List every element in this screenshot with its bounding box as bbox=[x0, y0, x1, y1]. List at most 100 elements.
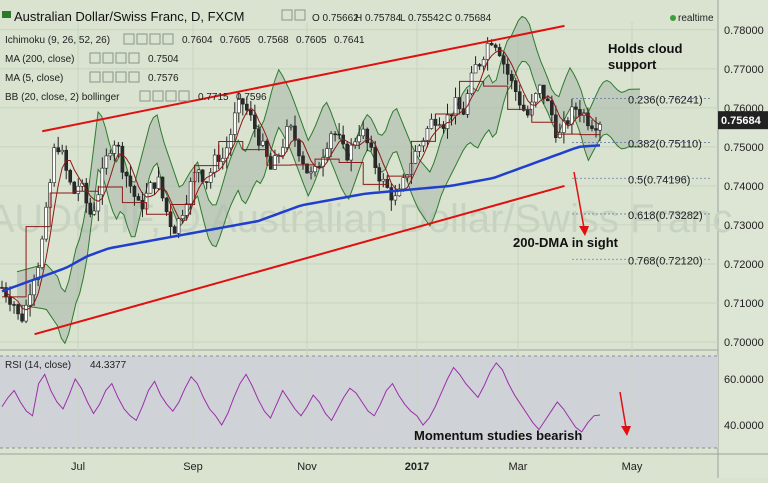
candle-body bbox=[92, 210, 97, 215]
axes: 0.780000.770000.760000.750000.740000.730… bbox=[71, 25, 768, 473]
candle-body bbox=[365, 128, 370, 144]
candle-body bbox=[305, 163, 309, 174]
candle-body bbox=[357, 135, 361, 143]
indicator-control-icon[interactable] bbox=[165, 90, 177, 102]
arrow-head-main bbox=[579, 226, 589, 236]
indicator-value: 0.7715 bbox=[198, 92, 229, 103]
candle-body bbox=[188, 181, 193, 205]
indicator-control-icon[interactable] bbox=[115, 52, 127, 64]
annotation-cloud-line1: Holds cloud bbox=[608, 41, 682, 56]
indicator-name: MA (200, close) bbox=[5, 54, 74, 65]
candle-body bbox=[116, 144, 121, 147]
candle-body bbox=[542, 84, 546, 100]
channel-lower-line[interactable] bbox=[34, 184, 565, 336]
candle-body bbox=[566, 120, 570, 125]
indicator-control-icon[interactable] bbox=[115, 71, 127, 83]
indicator-control-icon[interactable] bbox=[102, 52, 114, 64]
candle-body bbox=[140, 200, 145, 210]
candle-body bbox=[469, 72, 474, 94]
indicator-control-icon[interactable] bbox=[149, 33, 161, 45]
fib-label: 0.768(0.72120) bbox=[628, 255, 703, 267]
indicator-name: BB (20, close, 2) bollinger bbox=[5, 92, 120, 103]
candle-body bbox=[12, 304, 16, 306]
candle-body bbox=[509, 74, 514, 81]
price-tick-label: 0.75000 bbox=[724, 142, 764, 154]
candle-body bbox=[473, 64, 478, 74]
candle-body bbox=[208, 172, 213, 183]
candle-body bbox=[261, 140, 265, 146]
candle-body bbox=[124, 171, 129, 177]
candle-body bbox=[212, 154, 217, 173]
candle-body bbox=[445, 114, 450, 129]
time-tick-label: 2017 bbox=[405, 461, 429, 473]
indicator-control-icon[interactable] bbox=[136, 33, 148, 45]
arrow-head-rsi bbox=[621, 426, 631, 436]
candle-body bbox=[437, 124, 442, 126]
indicator-control-icon[interactable] bbox=[162, 33, 174, 45]
candle-body bbox=[253, 114, 257, 130]
indicator-control-icon[interactable] bbox=[128, 71, 140, 83]
current-price-tag bbox=[718, 111, 768, 130]
price-tick-label: 0.74000 bbox=[724, 181, 764, 193]
candle-body bbox=[317, 166, 321, 168]
indicator-control-icon[interactable] bbox=[102, 71, 114, 83]
candle-body bbox=[20, 313, 24, 322]
down-arrow-main bbox=[573, 171, 585, 229]
indicator-legend: Ichimoku (9, 26, 52, 26) 0.7604 0.7605 0.75… bbox=[5, 33, 365, 103]
indicator-control-icon[interactable] bbox=[128, 52, 140, 64]
ohlc-low: L 0.75542 bbox=[400, 13, 445, 24]
candle-body bbox=[586, 112, 590, 127]
indicator-value: 0.7596 bbox=[236, 92, 267, 103]
candle-body bbox=[172, 226, 177, 234]
candle-body bbox=[36, 267, 40, 281]
candle-body bbox=[574, 106, 578, 110]
indicator-control-icon[interactable] bbox=[178, 90, 190, 102]
candle-body bbox=[485, 42, 490, 60]
price-channel[interactable] bbox=[34, 24, 565, 336]
indicator-control-icon[interactable] bbox=[89, 71, 101, 83]
grid-lines bbox=[0, 22, 718, 448]
rsi-tick-label: 60.0000 bbox=[724, 374, 764, 386]
candle-body bbox=[533, 93, 538, 103]
candle-body bbox=[517, 91, 522, 106]
rsi-label: RSI (14, close) bbox=[5, 360, 71, 371]
candle-body bbox=[513, 80, 518, 92]
symbol-icon[interactable] bbox=[2, 11, 11, 18]
candle-body bbox=[232, 112, 237, 135]
candle-body bbox=[32, 279, 36, 296]
candle-body bbox=[525, 110, 530, 116]
rsi-line bbox=[1, 362, 601, 433]
candle-body bbox=[590, 125, 594, 129]
indicator-name: Ichimoku (9, 26, 52, 26) bbox=[5, 35, 110, 46]
candle-body bbox=[164, 197, 169, 213]
annotation-dma: 200-DMA in sight bbox=[513, 235, 619, 250]
price-tick-label: 0.70000 bbox=[724, 337, 764, 349]
indicator-control-icon[interactable] bbox=[139, 90, 151, 102]
candle-body bbox=[68, 170, 73, 183]
channel-upper-line[interactable] bbox=[42, 24, 565, 133]
indicator-control-icon[interactable] bbox=[123, 33, 135, 45]
candle-body bbox=[521, 104, 526, 111]
candle-body bbox=[325, 148, 329, 158]
rsi-value: 44.3377 bbox=[90, 360, 127, 371]
candle-body bbox=[505, 63, 510, 75]
candle-body bbox=[481, 59, 486, 67]
indicator-name: MA (5, close) bbox=[5, 73, 63, 84]
header-settings-icons[interactable] bbox=[281, 9, 306, 21]
ma200-line bbox=[1, 144, 601, 293]
candle-body bbox=[16, 304, 20, 315]
candle-body bbox=[148, 182, 153, 194]
candle-body bbox=[361, 128, 366, 137]
candle-body bbox=[381, 178, 386, 182]
candle-body bbox=[497, 47, 502, 57]
candle-body bbox=[377, 167, 382, 182]
annotation-cloud-line2: support bbox=[608, 57, 657, 72]
candle-body bbox=[136, 196, 141, 201]
indicator-control-icon[interactable] bbox=[89, 52, 101, 64]
indicator-control-icon[interactable] bbox=[152, 90, 164, 102]
price-tick-label: 0.73000 bbox=[724, 220, 764, 232]
candle-body bbox=[180, 215, 185, 219]
price-tick-label: 0.72000 bbox=[724, 259, 764, 271]
